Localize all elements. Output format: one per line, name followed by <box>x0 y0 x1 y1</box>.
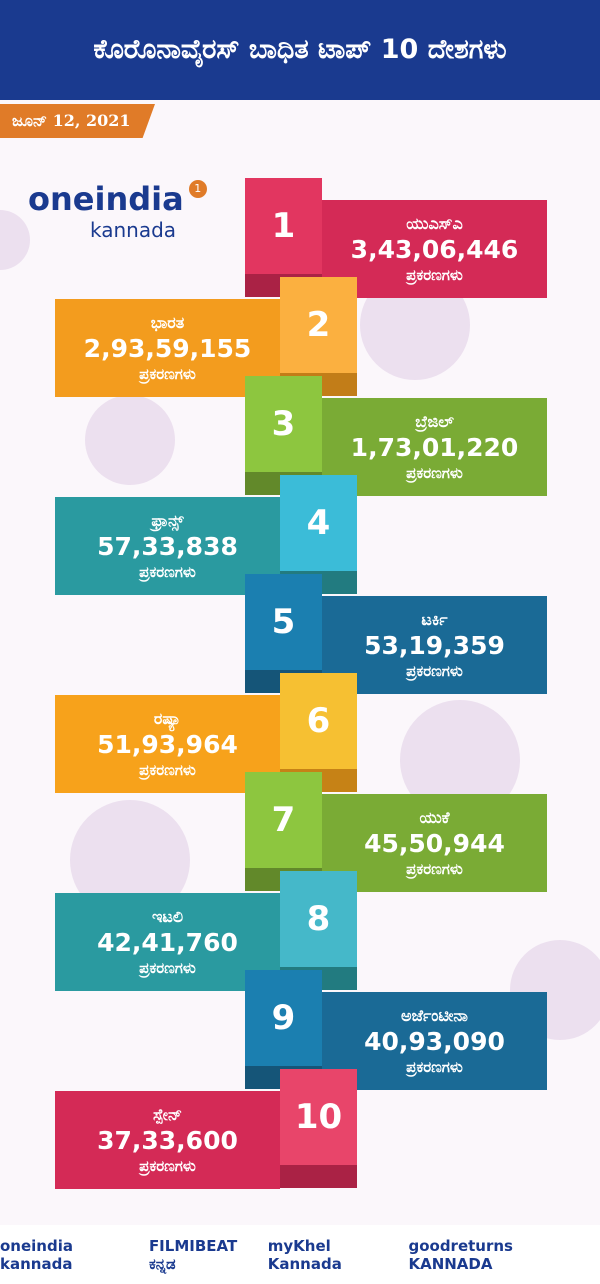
country-name: ಇಟಲಿ <box>151 907 184 926</box>
country-name: ಯುಕೆ <box>419 808 450 827</box>
case-count: 57,33,838 <box>97 532 238 561</box>
rank-number: 1 <box>245 178 322 274</box>
rank-number: 5 <box>245 574 322 670</box>
case-count: 3,43,06,446 <box>350 235 519 264</box>
country-box: ಅರ್ಜೆಂಟೀನಾ 40,93,090 ಪ್ರಕರಣಗಳು <box>322 992 547 1090</box>
rank-number: 3 <box>245 376 322 472</box>
footer-brand: FILMIBEAT ಕನ್ನಡ <box>148 1236 238 1273</box>
case-label: ಪ್ರಕರಣಗಳು <box>406 860 463 878</box>
case-count: 1,73,01,220 <box>350 433 519 462</box>
country-name: ಯುಎಸ್ಎ <box>406 214 463 233</box>
country-box: ಭಾರತ 2,93,59,155 ಪ್ರಕರಣಗಳು <box>55 299 280 397</box>
country-box: ಫ್ರಾನ್ಸ್ 57,33,838 ಪ್ರಕರಣಗಳು <box>55 497 280 595</box>
country-box: ಯುಎಸ್ಎ 3,43,06,446 ಪ್ರಕರಣಗಳು <box>322 200 547 298</box>
country-name: ಬ್ರೆಜಿಲ್ <box>415 412 454 431</box>
rank-number: 10 <box>280 1069 357 1165</box>
case-count: 51,93,964 <box>97 730 238 759</box>
country-box: ಯುಕೆ 45,50,944 ಪ್ರಕರಣಗಳು <box>322 794 547 892</box>
rank-number: 4 <box>280 475 357 571</box>
rank-number: 7 <box>245 772 322 868</box>
country-name: ಫ್ರಾನ್ಸ್ <box>151 511 184 530</box>
rank-number: 2 <box>280 277 357 373</box>
country-box: ಇಟಲಿ 42,41,760 ಪ್ರಕರಣಗಳು <box>55 893 280 991</box>
rank-number: 6 <box>280 673 357 769</box>
country-box: ಸ್ಪೇನ್ 37,33,600 ಪ್ರಕರಣಗಳು <box>55 1091 280 1189</box>
case-label: ಪ್ರಕರಣಗಳು <box>406 266 463 284</box>
logo-badge: 1 <box>188 180 207 198</box>
logo: oneindia 1 kannada <box>28 180 218 242</box>
rank-number: 8 <box>280 871 357 967</box>
date-tag: ಜೂನ್ 12, 2021 <box>0 104 155 138</box>
logo-sub: kannada <box>90 218 177 242</box>
footer-brand: myKhel Kannada <box>267 1236 342 1273</box>
header-title: ಕೊರೊನಾವೈರಸ್ ಬಾಧಿತ ಟಾಪ್ 10 ದೇಶಗಳು <box>0 0 600 100</box>
country-box: ಬ್ರೆಜಿಲ್ 1,73,01,220 ಪ್ರಕರಣಗಳು <box>322 398 547 496</box>
case-count: 40,93,090 <box>364 1027 505 1056</box>
case-count: 53,19,359 <box>364 631 505 660</box>
country-box: ರಷ್ಯಾ 51,93,964 ಪ್ರಕರಣಗಳು <box>55 695 280 793</box>
case-count: 45,50,944 <box>364 829 505 858</box>
country-name: ರಷ್ಯಾ <box>153 709 182 728</box>
case-count: 42,41,760 <box>97 928 238 957</box>
country-name: ಸ್ಪೇನ್ <box>152 1105 183 1124</box>
case-label: ಪ್ರಕರಣಗಳು <box>139 365 196 383</box>
rank-number: 9 <box>245 970 322 1066</box>
case-count: 2,93,59,155 <box>83 334 252 363</box>
footer-brand: oneindia kannada <box>0 1236 73 1273</box>
case-label: ಪ್ರಕರಣಗಳು <box>406 662 463 680</box>
case-label: ಪ್ರಕರಣಗಳು <box>406 1058 463 1076</box>
case-label: ಪ್ರಕರಣಗಳು <box>139 1157 196 1175</box>
country-name: ಟರ್ಕಿ <box>421 610 448 629</box>
logo-name: oneindia <box>28 180 184 218</box>
country-name: ಅರ್ಜೆಂಟೀನಾ <box>401 1006 468 1025</box>
case-label: ಪ್ರಕರಣಗಳು <box>139 761 196 779</box>
footer-brand: goodreturns KANNADA <box>408 1236 513 1273</box>
footer: oneindia kannada FILMIBEAT ಕನ್ನಡ myKhel Ka… <box>0 1225 600 1284</box>
country-name: ಭಾರತ <box>150 313 185 332</box>
case-label: ಪ್ರಕರಣಗಳು <box>139 959 196 977</box>
case-label: ಪ್ರಕರಣಗಳು <box>139 563 196 581</box>
country-box: ಟರ್ಕಿ 53,19,359 ಪ್ರಕರಣಗಳು <box>322 596 547 694</box>
case-label: ಪ್ರಕರಣಗಳು <box>406 464 463 482</box>
case-count: 37,33,600 <box>97 1126 238 1155</box>
